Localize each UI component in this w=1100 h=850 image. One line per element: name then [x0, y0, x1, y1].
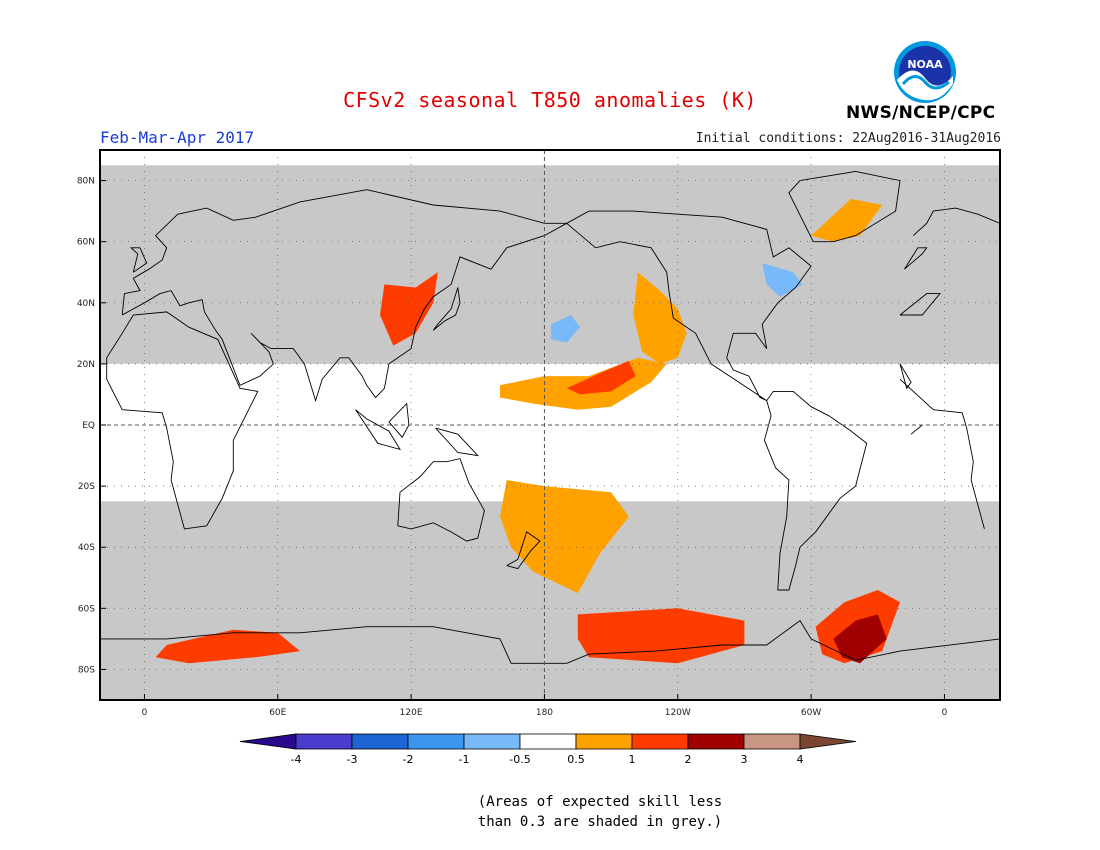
- initial-conditions: Initial conditions: 22Aug2016-31Aug2016: [695, 131, 1001, 146]
- lat-tick-label: 60S: [78, 604, 95, 614]
- coastline-7: [129, 247, 148, 273]
- anomaly-region-11: [155, 629, 300, 664]
- coastline-4: [397, 458, 485, 542]
- lat-tick-label: 40N: [77, 299, 95, 309]
- anomaly-region-0: [811, 198, 883, 242]
- lat-tick-label: 40S: [78, 543, 95, 553]
- coastline-10: [355, 409, 401, 451]
- lat-tick-label: 60N: [77, 238, 95, 248]
- anomaly-region-4: [551, 315, 580, 343]
- coastline-9: [506, 531, 541, 570]
- lon-tick-label: 120E: [400, 708, 423, 718]
- colorbar-box-5: [519, 733, 577, 750]
- coastline-8: [432, 287, 461, 331]
- coastline-2: [566, 210, 812, 402]
- agency-label: NWS/NCEP/CPC: [846, 103, 996, 123]
- coastline-3: [763, 390, 868, 591]
- lon-tick-label: 0: [942, 708, 948, 718]
- coastline-6: [100, 619, 1000, 664]
- coastline-layer: [100, 170, 1000, 664]
- gridline-layer: [100, 150, 1000, 700]
- unmasked-tropics-0: [100, 363, 300, 410]
- lat-tick-label: 80S: [78, 665, 95, 675]
- anomaly-layer: [155, 198, 900, 664]
- colorbar-box-4: [463, 733, 521, 750]
- colorbar-box-6: [575, 733, 633, 750]
- coastline-13: [910, 424, 923, 435]
- colorbar-box-9: [743, 733, 801, 750]
- anomaly-region-10: [833, 614, 887, 664]
- logo-text: NOAA: [907, 58, 943, 71]
- coastline-17: [912, 207, 1000, 236]
- anomaly-region-3: [566, 360, 636, 395]
- anomaly-region-8: [577, 608, 745, 664]
- lon-tick-label: 60E: [269, 708, 286, 718]
- coastline-18: [899, 378, 985, 530]
- anomaly-region-6: [380, 272, 438, 346]
- coastline-5: [788, 170, 901, 243]
- skill-note-line1: (Areas of expected skill less: [477, 794, 723, 810]
- unmasked-tropics-1: [655, 363, 900, 395]
- noaa-logo: NOAA: [894, 41, 956, 103]
- lon-tick-label: 120W: [665, 708, 691, 718]
- colorbar-box-3: [407, 733, 465, 750]
- coastline-16: [904, 247, 928, 270]
- skill-mask-layer: [100, 165, 1000, 700]
- coastline-12: [435, 427, 480, 457]
- anomaly-region-5: [762, 263, 803, 297]
- lat-tick-label: 20N: [77, 360, 95, 370]
- lat-tick-label: 20S: [78, 482, 95, 492]
- map-title: CFSv2 seasonal T850 anomalies (K): [343, 88, 757, 112]
- axis-ticks: 80N 60N 40N 20N EQ 20S 40S 60S 80S 0 60E 120E 180 120…: [77, 177, 948, 718]
- anomaly-region-7: [500, 480, 629, 594]
- coastline-15: [899, 293, 941, 316]
- lon-tick-label: 180: [536, 708, 553, 718]
- anomaly-region-1: [633, 272, 687, 364]
- colorbar-box-1: [295, 733, 353, 750]
- colorbar-box-7: [631, 733, 689, 750]
- lon-tick-label: 60W: [801, 708, 821, 718]
- skill-note: (Areas of expected skill less than 0.3 a…: [460, 792, 740, 832]
- skill-note-line2: than 0.3 are shaded in grey.): [477, 814, 723, 830]
- coastline-14: [899, 363, 912, 390]
- coastline-1: [121, 189, 567, 403]
- colorbar-box-2: [351, 733, 409, 750]
- skill-mask-region-0: [100, 165, 1000, 364]
- lon-tick-label: 0: [142, 708, 148, 718]
- colorbar-arrow-high: [799, 733, 857, 750]
- forecast-period: Feb-Mar-Apr 2017: [100, 128, 255, 147]
- skill-mask-region-1: [100, 501, 1000, 700]
- lat-tick-label: EQ: [82, 421, 95, 431]
- colorbar-box-8: [687, 733, 745, 750]
- lat-tick-label: 80N: [77, 177, 95, 187]
- coastline-0: [106, 311, 259, 530]
